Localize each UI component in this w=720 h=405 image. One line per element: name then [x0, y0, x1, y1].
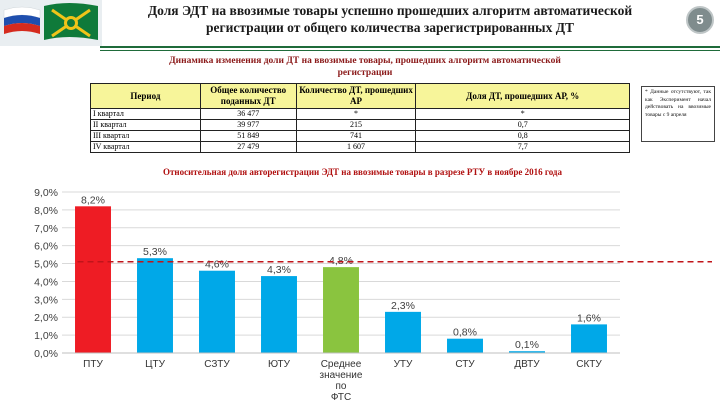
y-tick-label: 9,0% — [34, 187, 58, 199]
page-title-line2: регистрации от общего количества зарегис… — [205, 20, 575, 35]
chart-title: Относительная доля авторегистрации ЭДТ н… — [163, 167, 562, 177]
table-cell: * — [415, 108, 630, 120]
table-cell: 1 607 — [295, 141, 417, 153]
table-cell: 0,8 — [415, 130, 630, 142]
y-tick-label: 4,0% — [34, 276, 58, 288]
x-tick-label: ПТУ — [83, 359, 103, 370]
bar — [385, 311, 421, 353]
bar — [447, 338, 483, 353]
table-cell: 36 477 — [199, 108, 297, 120]
x-tick-label: СТУ — [455, 359, 475, 370]
y-tick-label: 3,0% — [34, 294, 58, 306]
x-tick-label: СЗТУ — [204, 359, 230, 370]
page-number-badge: 5 — [686, 6, 714, 34]
table-row: II квартал 39 977 215 0,7 — [90, 119, 630, 131]
data-label: 8,2% — [81, 194, 105, 206]
table-cell: 27 479 — [199, 141, 297, 153]
column-header: Период — [90, 83, 201, 109]
bar — [199, 270, 235, 353]
x-tick-label: УТУ — [394, 359, 413, 370]
header-divider — [100, 46, 720, 48]
table-cell: 215 — [295, 119, 417, 131]
data-label: 2,3% — [391, 300, 415, 312]
page-title-line1: Доля ЭДТ на ввозимые товары успешно прош… — [147, 3, 633, 18]
bar — [571, 324, 607, 353]
data-label: 0,8% — [453, 327, 477, 339]
table-cell: 7,7 — [415, 141, 630, 153]
column-header: Доля ДТ, прошедших АР, % — [415, 83, 630, 109]
table-cell: 39 977 — [199, 119, 297, 131]
header-divider-thin — [100, 50, 720, 51]
bar — [261, 276, 297, 353]
table-cell: I квартал — [90, 108, 201, 120]
page-title: Доля ЭДТ на ввозимые товары успешно прош… — [110, 2, 670, 36]
x-tick-label: Среднее — [321, 359, 362, 370]
x-tick-label: ЦТУ — [145, 359, 166, 370]
table-row: III квартал 51 849 741 0,8 — [90, 130, 630, 142]
x-tick-label: ФТС — [331, 392, 351, 403]
table-cell: II квартал — [90, 119, 201, 131]
table-cell: 741 — [295, 130, 417, 142]
y-tick-label: 6,0% — [34, 241, 58, 253]
customs-flag-emblem-icon — [0, 0, 102, 46]
x-tick-label: ЮТУ — [268, 359, 291, 370]
y-tick-label: 8,0% — [34, 205, 58, 217]
quarterly-stats-table: Период Общее количество поданных ДТ Коли… — [90, 83, 630, 153]
bar — [137, 258, 173, 353]
x-tick-label: по — [336, 381, 347, 392]
bar — [75, 206, 111, 353]
bar — [323, 267, 359, 353]
data-label: 5,3% — [143, 246, 167, 258]
bar — [509, 351, 545, 353]
table-cell: IV квартал — [90, 141, 201, 153]
data-label: 4,6% — [205, 259, 229, 271]
data-label: 0,1% — [515, 339, 539, 351]
bar-chart: 0,0% 1,0% 2,0% 3,0% 4,0% 5,0% 6,0% 7,0% 8,0% 9,0%… — [34, 187, 712, 403]
y-tick-label: 5,0% — [34, 259, 58, 271]
table-header-row: Период Общее количество поданных ДТ Коли… — [90, 83, 630, 109]
table-title-line1: Динамика изменения доли ДТ на ввозимые т… — [169, 56, 561, 66]
y-tick-label: 2,0% — [34, 312, 58, 324]
x-tick-label: ДВТУ — [514, 359, 540, 370]
table-cell: 0,7 — [415, 119, 630, 131]
table-cell: * — [295, 108, 417, 120]
table-row: IV квартал 27 479 1 607 7,7 — [90, 141, 630, 153]
x-tick-label: СКТУ — [576, 359, 602, 370]
y-tick-label: 1,0% — [34, 330, 58, 342]
data-label: 4,3% — [267, 264, 291, 276]
footnote-box: * Данные отсутствуют, так как Эксперимен… — [641, 86, 715, 142]
header: Доля ЭДТ на ввозимые товары успешно прош… — [0, 0, 720, 46]
table-title: Динамика изменения доли ДТ на ввозимые т… — [90, 55, 640, 79]
table-title-line2: регистрации — [337, 68, 393, 78]
y-tick-label: 0,0% — [34, 348, 58, 360]
column-header: Общее количество поданных ДТ — [199, 83, 297, 109]
y-tick-label: 7,0% — [34, 223, 58, 235]
table-cell: III квартал — [90, 130, 201, 142]
x-tick-label: значение — [320, 370, 363, 381]
data-label: 1,6% — [577, 312, 601, 324]
table-row: I квартал 36 477 * * — [90, 108, 630, 120]
table-cell: 51 849 — [199, 130, 297, 142]
column-header: Количество ДТ, прошедших АР — [295, 83, 417, 109]
